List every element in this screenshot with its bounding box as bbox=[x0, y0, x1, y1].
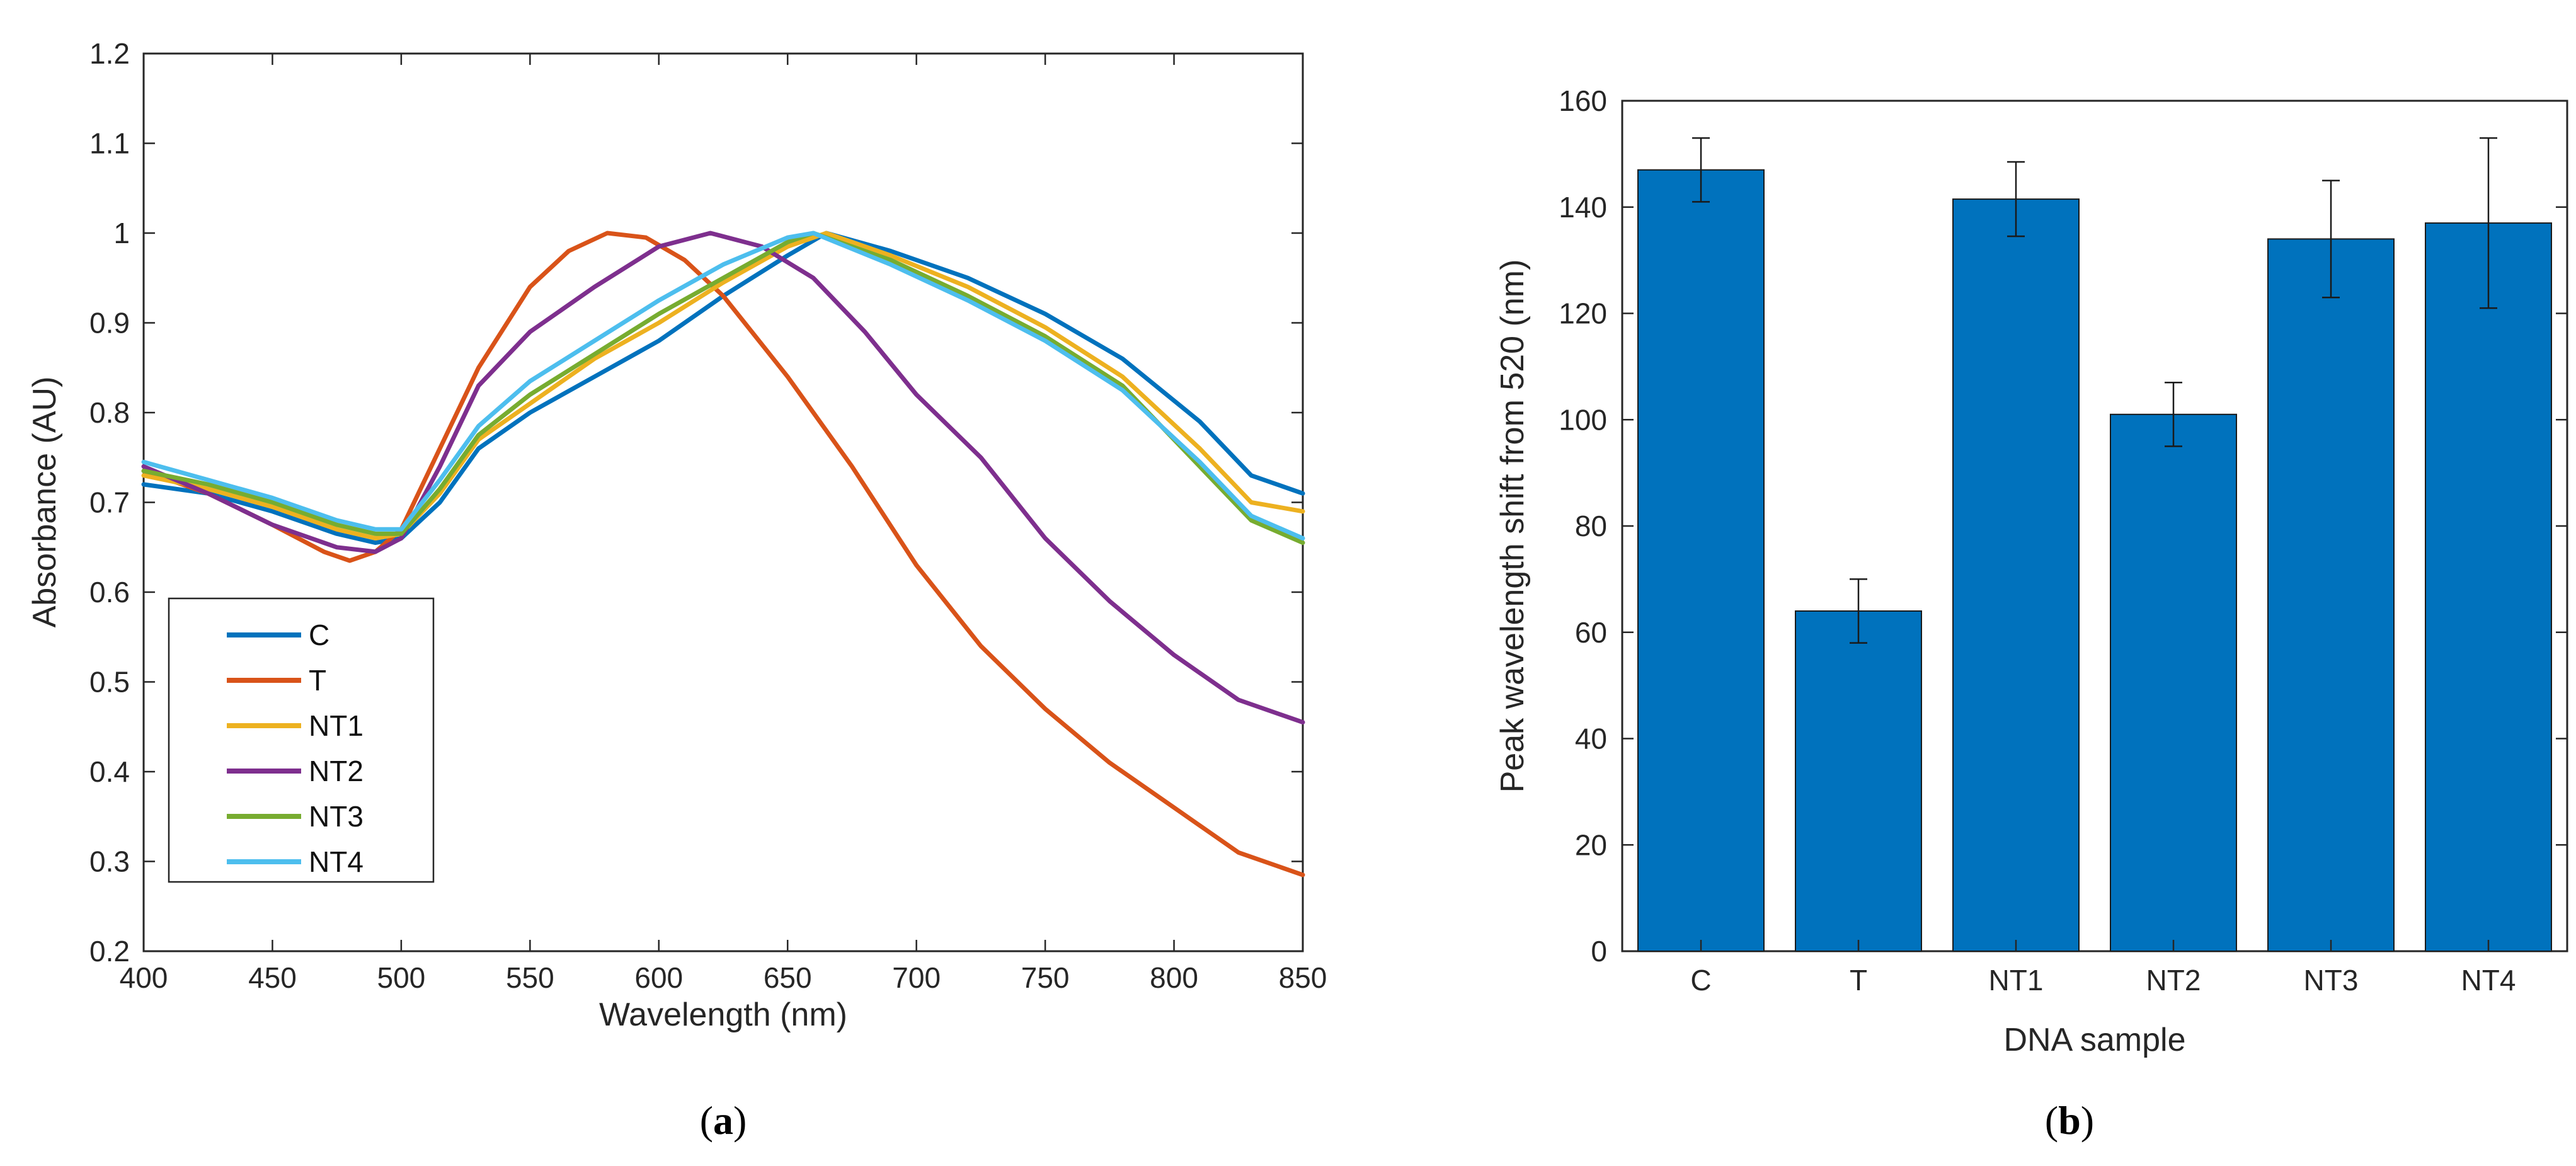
x-tick-label: 450 bbox=[248, 961, 297, 994]
y-tick-label: 80 bbox=[1575, 510, 1607, 542]
series-line-nt1 bbox=[141, 231, 1305, 540]
legend-label: NT4 bbox=[309, 845, 364, 878]
y-tick-label: 0.3 bbox=[89, 845, 130, 878]
x-tick-label: 700 bbox=[892, 961, 941, 994]
x-tick-label: T bbox=[1850, 964, 1867, 997]
legend: CT NT1 NT2 NT3 NT4 bbox=[168, 597, 435, 883]
y-axis-label-a: Absorbance (AU) bbox=[26, 377, 63, 628]
panel-letter-a: a bbox=[713, 1098, 733, 1143]
bars bbox=[1637, 169, 2552, 952]
x-tick-label: 400 bbox=[120, 961, 168, 994]
y-tick-label: 0.7 bbox=[89, 486, 130, 519]
x-tick-label: 750 bbox=[1021, 961, 1070, 994]
legend-box bbox=[168, 597, 435, 883]
y-tick-label: 1.1 bbox=[89, 127, 130, 160]
panel-letter-b: b bbox=[2058, 1098, 2081, 1143]
series-line-nt2 bbox=[141, 231, 1305, 725]
y-tick-label: 0.6 bbox=[89, 576, 130, 609]
bar-chart-panel-b: 0 20 40 60 80 100 120 140 160 C T NT1 NT2 NT3 NT4 DNA… bbox=[1494, 84, 2568, 1143]
x-tick-label: NT2 bbox=[2146, 964, 2201, 997]
x-tick-label: 650 bbox=[764, 961, 812, 994]
y-tick-label: 100 bbox=[1559, 403, 1607, 436]
line-chart-panel-a: 0.2 0.3 0.4 0.5 0.6 0.7 0.8 0.9 1 1.1 1.2 400 450 50… bbox=[26, 37, 1327, 1143]
panel-label-b: (b) bbox=[2045, 1098, 2094, 1143]
panel-label-a: (a) bbox=[700, 1098, 747, 1143]
legend-label: NT2 bbox=[309, 755, 364, 787]
x-axis-label-b: DNA sample bbox=[2004, 1022, 2186, 1058]
bar-nt4 bbox=[2425, 222, 2552, 952]
x-tick-label: 800 bbox=[1150, 961, 1198, 994]
legend-label: T bbox=[309, 664, 326, 697]
y-axis-ticks-b: 0 20 40 60 80 100 120 140 160 bbox=[1559, 84, 2567, 968]
legend-label: NT3 bbox=[309, 800, 364, 833]
x-tick-label: 600 bbox=[634, 961, 683, 994]
y-tick-label: 0 bbox=[1591, 935, 1607, 968]
bar-c bbox=[1637, 169, 1765, 952]
x-axis-ticks-b: C T NT1 NT2 NT3 NT4 bbox=[1690, 940, 2516, 997]
x-tick-label: 850 bbox=[1279, 961, 1327, 994]
error-bars bbox=[1692, 137, 2497, 644]
y-tick-label: 0.5 bbox=[89, 666, 130, 699]
legend-label: NT1 bbox=[309, 709, 364, 742]
y-tick-label: 160 bbox=[1559, 84, 1607, 117]
y-tick-label: 1.2 bbox=[89, 37, 130, 70]
bar-t bbox=[1795, 610, 1922, 952]
y-tick-label: 60 bbox=[1575, 616, 1607, 649]
series-line-c bbox=[141, 231, 1305, 546]
y-tick-label: 40 bbox=[1575, 723, 1607, 755]
y-tick-label: 0.2 bbox=[89, 935, 130, 968]
series-line-nt3 bbox=[141, 231, 1305, 546]
x-tick-label: 500 bbox=[377, 961, 426, 994]
bar-nt3 bbox=[2267, 238, 2395, 952]
series-lines bbox=[141, 231, 1305, 877]
y-axis-label-b: Peak wavelength shift from 520 (nm) bbox=[1494, 260, 1531, 793]
plot-area-b bbox=[1621, 100, 2568, 952]
x-tick-label: C bbox=[1690, 964, 1711, 997]
y-tick-label: 0.9 bbox=[89, 307, 130, 340]
x-tick-label: 550 bbox=[506, 961, 554, 994]
bar-nt1 bbox=[1952, 198, 2080, 952]
x-axis-label-a: Wavelength (nm) bbox=[599, 997, 847, 1033]
x-axis-ticks-a: 400 450 500 550 600 650 700 750 800 850 bbox=[120, 54, 1327, 994]
legend-label: C bbox=[309, 619, 329, 651]
y-axis-ticks-a: 0.2 0.3 0.4 0.5 0.6 0.7 0.8 0.9 1 1.1 1.2 bbox=[89, 37, 1303, 968]
x-tick-label: NT1 bbox=[1989, 964, 2044, 997]
x-tick-label: NT4 bbox=[2461, 964, 2516, 997]
y-tick-label: 20 bbox=[1575, 828, 1607, 861]
y-tick-label: 120 bbox=[1559, 297, 1607, 330]
series-line-t bbox=[141, 231, 1305, 877]
bar-nt2 bbox=[2110, 413, 2237, 952]
y-tick-label: 140 bbox=[1559, 191, 1607, 224]
y-tick-label: 1 bbox=[113, 217, 130, 249]
y-tick-label: 0.8 bbox=[89, 396, 130, 429]
series-line-nt4 bbox=[141, 231, 1305, 540]
y-tick-label: 0.4 bbox=[89, 755, 130, 788]
x-tick-label: NT3 bbox=[2304, 964, 2359, 997]
